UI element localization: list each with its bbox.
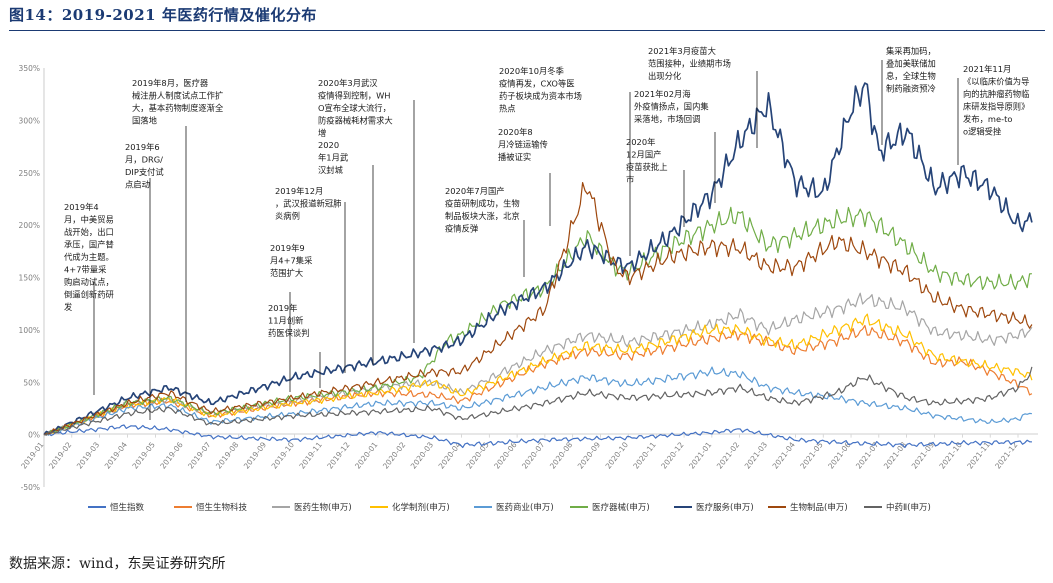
x-tick-label: 2021-03	[743, 440, 770, 470]
annotation-text: 2019年4 月，中美贸易战开始，出口承压，国产替代成为主题。 4+7带量采购启动试…	[64, 202, 114, 312]
x-tick-label: 2021-12	[993, 440, 1020, 470]
x-tick-label: 2019-11	[297, 440, 324, 470]
y-tick-label: 200%	[19, 221, 40, 230]
legend-label: 医药生物(申万)	[294, 502, 352, 513]
annotation-text: 2020 年1月武汉封城	[318, 140, 348, 175]
series-line	[43, 366, 1033, 436]
legend-label: 医药商业(申万)	[496, 502, 554, 513]
title-rule	[9, 30, 1045, 31]
annotation-text: 2021年02月海外疫情扬点，国内集采落地，市场回调	[634, 89, 709, 124]
series-line	[43, 82, 1033, 436]
annotation-text: 2020年8 月冷链运输传播被证实	[498, 127, 548, 162]
legend-label: 生物制品(申万)	[790, 502, 848, 513]
annotation-text: 2020年10月冬季疫情再发，CXO等医药子板块成为资本市场热点	[499, 66, 582, 114]
annotation-text: 2020年3月武汉疫情得到控制，WH O宣布全球大流行，防疫器械耗材需求大增	[318, 78, 393, 138]
x-tick-label: 2020-11	[631, 440, 658, 470]
x-tick-label: 2019-09	[242, 440, 269, 470]
annotation-text: 2019年8月，医疗器械注册人制度试点工作扩大，基本药物制度逐渐全国落地	[132, 78, 224, 126]
x-tick-label: 2019-12	[325, 440, 352, 470]
series-line	[43, 324, 1033, 436]
x-tick-label: 2021-05	[798, 440, 825, 470]
annotation-text: 集采再加码，叠加美联储加息，全球生物制药融资预冷	[886, 46, 936, 94]
x-tick-label: 2020-08	[548, 440, 575, 470]
x-tick-label: 2020-03	[409, 440, 436, 470]
x-tick-label: 2019-05	[131, 440, 158, 470]
x-tick-label: 2021-07	[854, 440, 881, 470]
legend-label: 恒生指数	[110, 502, 145, 513]
legend-label: 医疗器械(申万)	[592, 502, 650, 513]
annotation-text: 2020年 12月国产疫苗获批上市	[626, 137, 668, 185]
legend-label: 医疗服务(申万)	[696, 502, 754, 513]
annotation-text: 2021年3月疫苗大范围接种，业绩期市场出现分化	[648, 46, 731, 81]
x-tick-label: 2019-10	[270, 440, 297, 470]
x-tick-label: 2019-02	[47, 440, 74, 470]
legend-label: 中药Ⅱ(申万)	[886, 502, 931, 513]
x-tick-label: 2020-12	[659, 440, 686, 470]
x-tick-label: 2020-10	[604, 440, 631, 470]
annotation-text: 2019年 11月创新药医保谈判	[268, 303, 310, 338]
x-tick-label: 2020-07	[520, 440, 547, 470]
x-tick-label: 2019-08	[214, 440, 241, 470]
annotation-text: 2021年11月《以临床价值为导向的抗肿瘤药物临床研发指导原则》发布，me-to…	[963, 64, 1029, 137]
series-line	[43, 424, 1032, 449]
annotation-text: 2019年6 月，DRG/DIP支付试点启动	[125, 142, 164, 190]
source-note: 数据来源：wind，东吴证券研究所	[9, 556, 226, 572]
x-tick-label: 2019-04	[103, 440, 130, 470]
legend-label: 恒生生物科技	[196, 502, 248, 513]
series-line	[43, 182, 1033, 436]
series-line	[43, 292, 1033, 436]
x-tick-label: 2021-04	[771, 440, 798, 470]
y-tick-label: 100%	[19, 326, 40, 335]
y-tick-label: 350%	[19, 64, 40, 73]
x-tick-label: 2019-03	[75, 440, 102, 470]
legend-label: 化学制剂(申万)	[392, 502, 450, 513]
annotation-text: 2019年9 月4+7集采范围扩大	[270, 243, 313, 278]
annotation-text: 2019年12月，武汉报道新冠肺炎病例	[275, 186, 341, 221]
x-tick-label: 2019-06	[158, 440, 185, 470]
x-tick-label: 2019-01	[19, 440, 46, 470]
figure-title: 图14：2019-2021 年医药行情及催化分布	[9, 6, 317, 24]
y-tick-label: -50%	[21, 483, 40, 492]
line-chart: -50% 0% 50% 100% 150% 200% 250% 300% 350% 2019-0…	[19, 46, 1038, 513]
y-tick-label: 50%	[23, 378, 40, 387]
x-tick-label: 2020-06	[492, 440, 519, 470]
series-line	[43, 366, 1032, 436]
x-tick-label: 2020-02	[381, 440, 408, 470]
series-line	[43, 206, 1032, 436]
series-line	[43, 313, 1033, 436]
x-tick-label: 2020-01	[353, 440, 380, 470]
x-tick-label: 2021-02	[715, 440, 742, 470]
y-tick-label: 150%	[19, 274, 40, 283]
x-tick-label: 2020-09	[576, 440, 603, 470]
y-tick-label: 0%	[28, 431, 40, 440]
annotation-text: 2020年7月国产疫苗研制成功，生物制品板块大涨，北京疫情反弹	[445, 186, 520, 234]
x-tick-label: 2021-10	[938, 440, 965, 470]
x-tick-label: 2021-01	[687, 440, 714, 470]
y-tick-label: 250%	[19, 169, 40, 178]
y-tick-label: 300%	[19, 116, 40, 125]
x-tick-label: 2019-07	[186, 440, 213, 470]
